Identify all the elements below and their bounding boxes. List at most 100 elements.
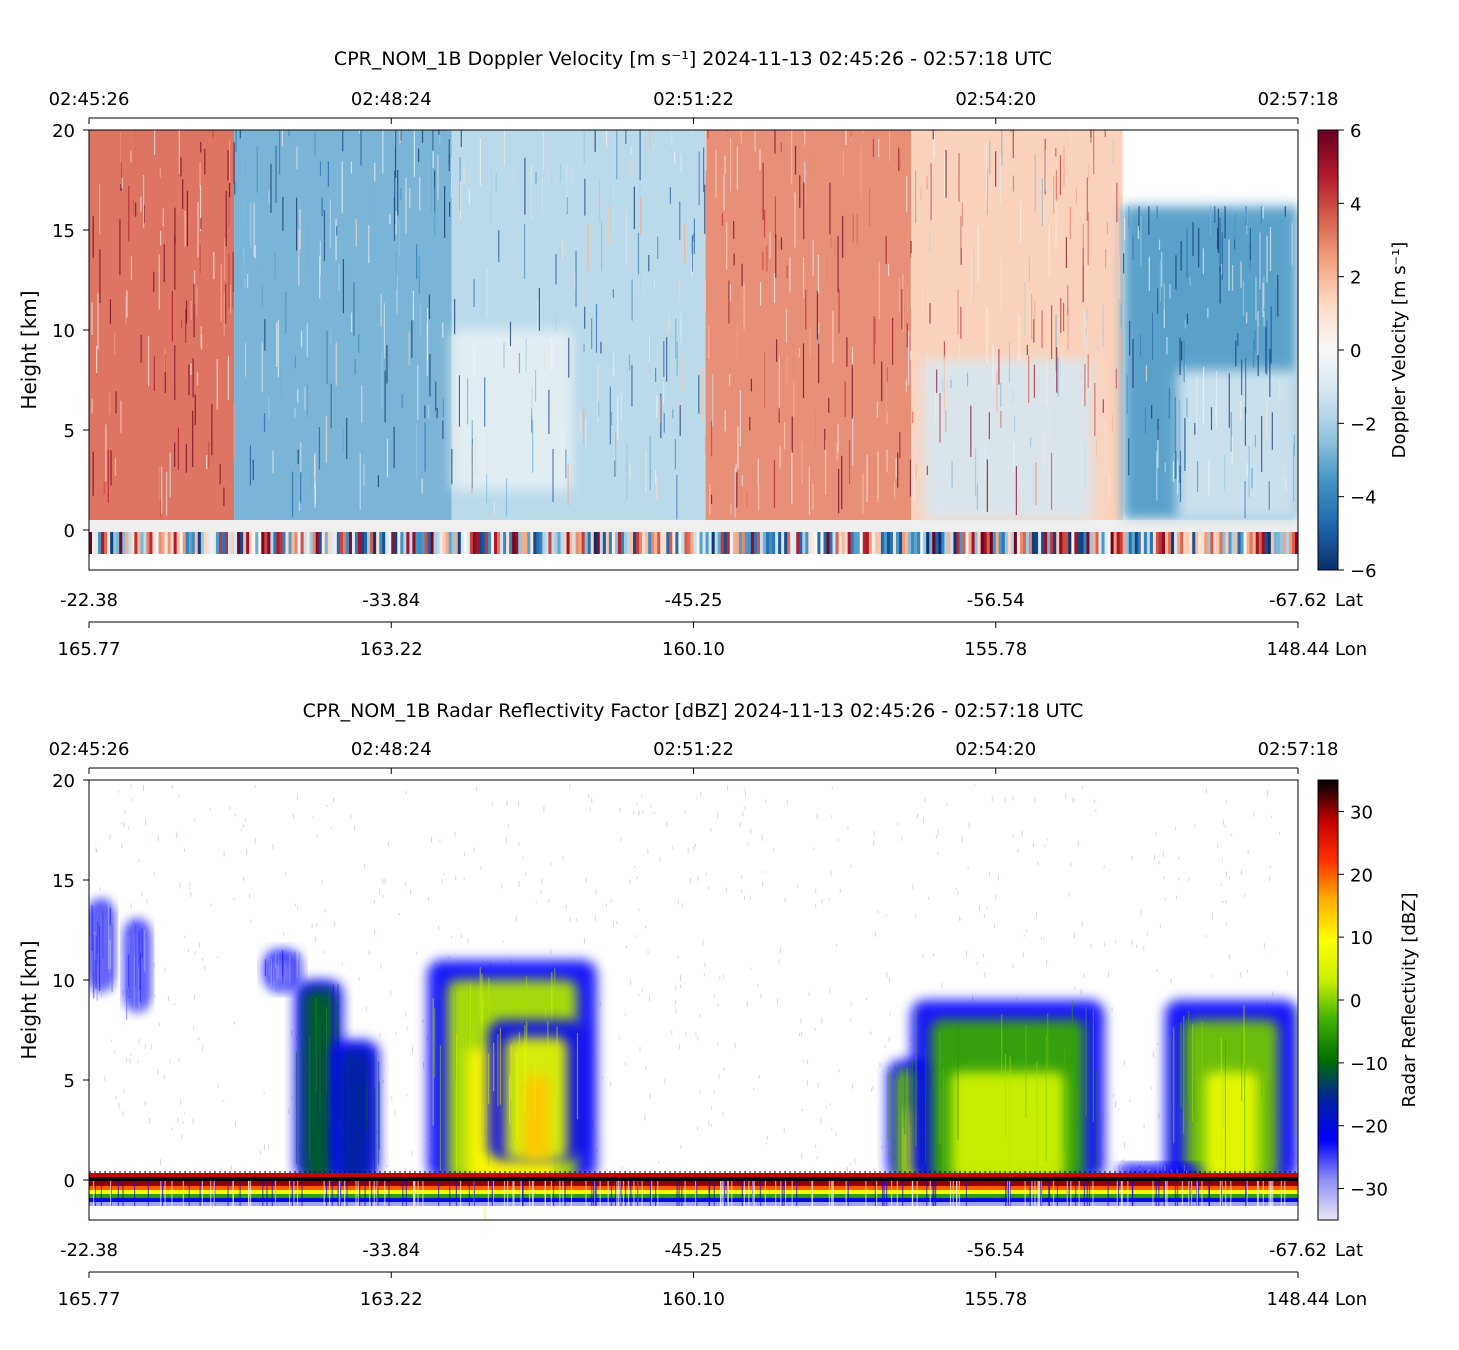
- reflectivity-noise-speck: [1046, 838, 1048, 841]
- reflectivity-noise-speck: [873, 840, 875, 846]
- doppler-streak: [298, 200, 300, 223]
- reflectivity-cell-streak: [482, 999, 484, 1105]
- doppler-surface-stripe: [859, 532, 864, 554]
- reflectivity-noise-speck: [1155, 831, 1157, 836]
- doppler-surface-stripe: [466, 532, 471, 554]
- dop-colorbar-tick-label: 2: [1350, 268, 1361, 289]
- reflectivity-surface-stripe: [654, 1181, 657, 1206]
- doppler-surface-stripe: [1161, 532, 1166, 554]
- doppler-surface-stripe: [823, 532, 827, 554]
- doppler-streak: [199, 244, 201, 274]
- doppler-streak: [1235, 340, 1237, 367]
- reflectivity-noise-speck: [800, 1018, 802, 1024]
- doppler-streak: [1200, 398, 1202, 409]
- reflectivity-surface-stripe: [607, 1181, 609, 1206]
- doppler-streak: [488, 421, 490, 467]
- reflectivity-surface-stripe: [624, 1181, 627, 1206]
- ref-y-tick-label: 5: [64, 1071, 75, 1092]
- doppler-streak: [299, 209, 301, 250]
- doppler-streak: [842, 150, 845, 178]
- doppler-streak: [1254, 435, 1257, 448]
- reflectivity-noise-speck: [961, 836, 963, 843]
- doppler-streak: [468, 189, 470, 206]
- doppler-surface-stripe: [608, 532, 613, 554]
- reflectivity-noise-speck: [997, 874, 999, 881]
- doppler-surface-stripe: [1204, 532, 1208, 554]
- doppler-streak: [314, 452, 316, 508]
- doppler-surface-stripe: [965, 532, 969, 554]
- doppler-streak: [419, 303, 421, 338]
- ref-lon-tick-label: 160.10: [662, 1289, 725, 1310]
- reflectivity-noise-speck: [1073, 798, 1075, 801]
- reflectivity-cell-streak: [372, 1049, 374, 1161]
- reflectivity-noise-speck: [1222, 858, 1224, 862]
- doppler-streak: [912, 411, 914, 424]
- doppler-streak: [913, 469, 915, 502]
- reflectivity-noise-speck: [382, 878, 384, 884]
- reflectivity-noise-speck: [263, 1144, 265, 1151]
- reflectivity-cell-streak: [1261, 1026, 1263, 1097]
- doppler-streak: [330, 329, 332, 347]
- reflectivity-cell-streak: [1164, 1166, 1166, 1173]
- reflectivity-surface-stripe: [562, 1181, 564, 1206]
- doppler-streak: [1148, 206, 1150, 235]
- doppler-surface-stripe: [705, 532, 710, 554]
- reflectivity-noise-speck: [784, 897, 786, 903]
- doppler-surface-stripe: [400, 532, 404, 554]
- reflectivity-surface-stripe: [764, 1181, 767, 1206]
- doppler-streak: [684, 223, 686, 264]
- reflectivity-noise-speck: [292, 814, 294, 819]
- reflectivity-noise-speck: [699, 1089, 701, 1093]
- doppler-streak: [561, 240, 564, 260]
- reflectivity-noise-speck: [1194, 824, 1196, 828]
- doppler-surface-stripe: [1222, 532, 1226, 554]
- reflectivity-noise-speck: [192, 1118, 194, 1124]
- doppler-title: CPR_NOM_1B Doppler Velocity [m s⁻¹] 2024…: [334, 48, 1052, 70]
- doppler-streak: [680, 312, 682, 344]
- reflectivity-cell-streak: [493, 1042, 495, 1092]
- doppler-surface-stripe: [116, 532, 120, 554]
- doppler-streak: [471, 444, 473, 460]
- doppler-surface-stripe: [1001, 532, 1006, 554]
- reflectivity-cell-core: [951, 1072, 1065, 1180]
- doppler-surface-stripe: [267, 532, 271, 554]
- doppler-streak: [1184, 364, 1186, 375]
- doppler-surface-stripe: [433, 532, 437, 554]
- doppler-surface-stripe: [620, 532, 625, 554]
- doppler-streak: [583, 130, 585, 164]
- doppler-surface-stripe: [1168, 532, 1172, 554]
- reflectivity-cell-core: [1205, 1072, 1258, 1180]
- doppler-surface-stripe: [1010, 532, 1015, 554]
- reflectivity-noise-speck: [460, 934, 462, 938]
- doppler-surface-stripe: [303, 532, 308, 554]
- doppler-streak: [1224, 454, 1226, 490]
- reflectivity-noise-speck: [109, 834, 111, 840]
- doppler-surface-stripe: [690, 532, 694, 554]
- reflectivity-surface-stripe: [723, 1181, 726, 1206]
- reflectivity-surface-stripe: [949, 1181, 952, 1206]
- doppler-streak: [505, 478, 508, 517]
- doppler-streak: [656, 476, 658, 502]
- reflectivity-surface-stripe: [291, 1181, 294, 1206]
- doppler-streak: [188, 364, 190, 396]
- doppler-streak: [762, 162, 764, 220]
- doppler-surface-stripe: [454, 532, 459, 554]
- reflectivity-noise-speck: [1247, 849, 1249, 855]
- doppler-streak: [1163, 283, 1165, 313]
- reflectivity-noise-speck: [1253, 812, 1255, 817]
- doppler-streak: [490, 169, 492, 225]
- doppler-surface-stripe: [593, 532, 598, 554]
- doppler-surface-stripe: [693, 532, 697, 554]
- doppler-streak: [228, 254, 230, 308]
- doppler-streak: [895, 457, 897, 479]
- doppler-streak: [297, 388, 299, 403]
- doppler-streak: [158, 141, 160, 152]
- reflectivity-surface-stripe: [271, 1181, 273, 1206]
- doppler-streak: [223, 238, 226, 281]
- doppler-streak: [778, 355, 780, 411]
- reflectivity-noise-speck: [550, 949, 552, 954]
- reflectivity-surface-stripe: [1208, 1181, 1210, 1206]
- doppler-streak: [196, 285, 198, 316]
- doppler-surface-stripe: [1095, 532, 1099, 554]
